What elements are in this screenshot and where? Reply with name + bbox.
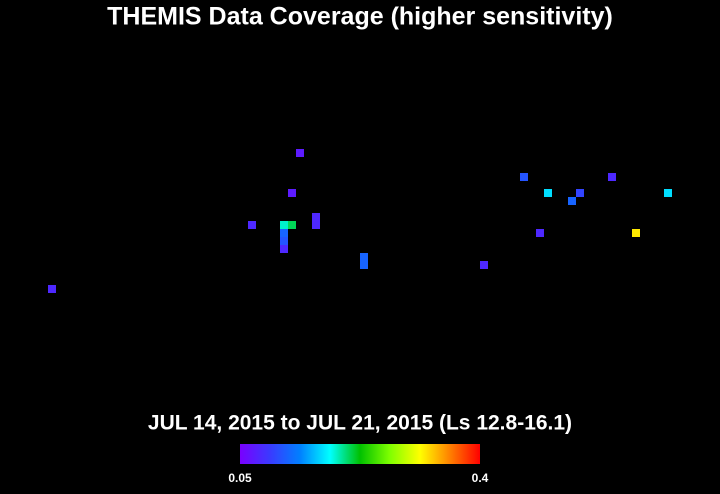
coverage-cell	[48, 285, 56, 293]
coverage-cell	[280, 245, 288, 253]
coverage-cell	[520, 173, 528, 181]
colorbar-tick-label: 0.05	[228, 471, 252, 485]
coverage-cell	[360, 261, 368, 269]
coverage-cell	[280, 229, 288, 237]
coverage-cell	[480, 261, 488, 269]
colorbar-tick-label: 0.4	[472, 471, 489, 485]
coverage-cell	[248, 221, 256, 229]
chart-title: THEMIS Data Coverage (higher sensitivity…	[107, 3, 613, 31]
colorbar	[240, 444, 480, 464]
coverage-cell	[296, 149, 304, 157]
coverage-cell	[312, 221, 320, 229]
coverage-cell	[608, 173, 616, 181]
coverage-cell	[568, 197, 576, 205]
coverage-cell	[576, 189, 584, 197]
coverage-cell	[536, 229, 544, 237]
coverage-cell	[288, 221, 296, 229]
coverage-cell	[280, 237, 288, 245]
coverage-cell	[312, 213, 320, 221]
coverage-cell	[544, 189, 552, 197]
coverage-cell	[360, 253, 368, 261]
chart-subtitle: JUL 14, 2015 to JUL 21, 2015 (Ls 12.8-16…	[148, 412, 572, 435]
coverage-cell	[632, 229, 640, 237]
coverage-cell	[664, 189, 672, 197]
coverage-cell	[280, 221, 288, 229]
coverage-cell	[288, 189, 296, 197]
